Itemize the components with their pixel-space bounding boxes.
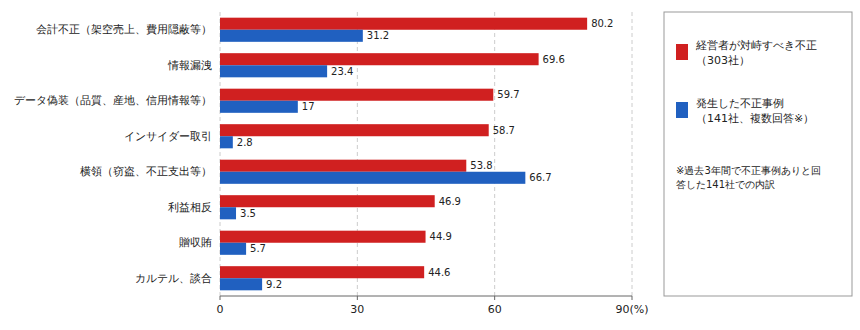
data-label: 31.2 <box>367 30 389 41</box>
category-label: 利益相反 <box>168 201 212 214</box>
bar <box>220 160 466 172</box>
category-label: 会計不正（架空売上、費用隠蔽等） <box>36 23 212 36</box>
text-line: 経営者が対峙すべき不正 <box>695 38 817 51</box>
data-labels: 80.2 69.6 59.7 58.7 53.8 46.9 44.9 44.6 31.2 23.4… <box>237 18 614 290</box>
grid <box>220 12 632 296</box>
text-line: 発生した不正事例 <box>696 96 784 109</box>
text-line: 答した141社での内訳 <box>676 179 775 190</box>
data-label: 44.9 <box>430 231 452 242</box>
data-label: 5.7 <box>250 243 266 254</box>
tick-label: 90(%) <box>615 303 648 316</box>
legend-label: 経営者が対峙すべき不正 （303社） <box>695 38 817 66</box>
bars <box>220 18 587 291</box>
chart-container: 0 30 60 90(%) 会計不正（架空売上、費用隠蔽等） 情報漏洩データ偽装（品質、産… <box>0 0 860 330</box>
category-label: カルテル、談合 <box>135 272 212 285</box>
bar <box>220 30 363 42</box>
category-label: 贈収賄 <box>179 236 212 249</box>
tick-mark <box>632 296 633 300</box>
category-label: 横領（窃盗、不正支出等） <box>80 165 212 178</box>
bar <box>220 136 233 148</box>
y-axis: 会計不正（架空売上、費用隠蔽等） 情報漏洩データ偽装（品質、産地、信用情報等） イン… <box>14 23 212 285</box>
data-label: 17 <box>302 101 315 112</box>
x-axis: 0 30 60 90(%) <box>217 296 649 316</box>
legend: 経営者が対峙すべき不正 （303社） 発生した不正事例 （141社、複数回答※） ※過去… <box>664 12 852 296</box>
data-label: 59.7 <box>497 89 519 100</box>
text-line: ※過去3年間で不正事例ありと回 <box>676 165 821 176</box>
legend-label: 発生した不正事例 （141社、複数回答※） <box>696 96 814 124</box>
data-label: 69.6 <box>543 54 565 65</box>
data-label: 53.8 <box>470 160 492 171</box>
data-label: 66.7 <box>529 172 551 183</box>
tick-mark <box>220 296 221 300</box>
tick-label: 0 <box>217 303 224 316</box>
bar <box>220 266 424 278</box>
bar <box>220 278 262 290</box>
category-label: インサイダー取引 <box>124 130 212 143</box>
data-label: 44.6 <box>428 267 450 278</box>
bar <box>220 18 587 30</box>
x-axis-line <box>220 296 632 297</box>
data-label: 3.5 <box>240 208 256 219</box>
tick-mark <box>494 296 495 300</box>
data-label: 23.4 <box>331 66 353 77</box>
data-label: 58.7 <box>493 125 515 136</box>
annotation: ※過去3年間で不正事例ありと回答した141社での内訳 <box>676 165 821 190</box>
category-label: データ偽装（品質、産地、信用情報等） <box>14 94 212 107</box>
bar <box>220 243 246 255</box>
bar <box>220 195 435 207</box>
bar <box>220 207 236 219</box>
data-label: 46.9 <box>439 196 461 207</box>
bar <box>220 124 489 136</box>
grid-line <box>632 12 633 296</box>
data-label: 2.8 <box>237 137 253 148</box>
tick-label: 30 <box>350 303 364 316</box>
text-line: （303社） <box>696 53 750 66</box>
legend-box <box>664 12 852 296</box>
legend-swatch <box>676 102 688 118</box>
bar <box>220 231 426 243</box>
category-label: 情報漏洩 <box>167 59 212 72</box>
bar <box>220 172 525 184</box>
bar <box>220 53 539 65</box>
bar <box>220 65 327 77</box>
tick-label: 60 <box>488 303 502 316</box>
legend-swatch <box>676 44 688 60</box>
bar <box>220 89 493 101</box>
chart-svg: 0 30 60 90(%) 会計不正（架空売上、費用隠蔽等） 情報漏洩データ偽装（品質、産… <box>0 0 860 330</box>
tick-mark <box>357 296 358 300</box>
data-label: 80.2 <box>591 18 613 29</box>
bar <box>220 101 298 113</box>
text-line: （141社、複数回答※） <box>696 111 814 124</box>
data-label: 9.2 <box>266 279 282 290</box>
